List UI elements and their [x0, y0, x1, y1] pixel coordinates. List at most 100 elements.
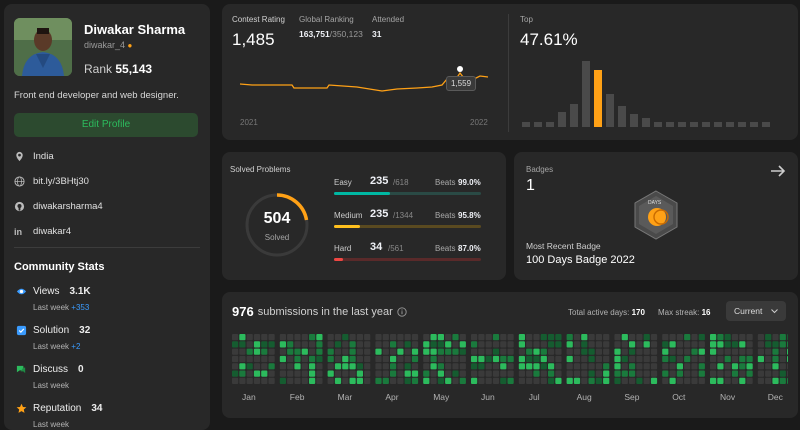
- heatmap-cell[interactable]: [261, 363, 268, 370]
- heatmap-cell[interactable]: [423, 370, 430, 377]
- heatmap-cell[interactable]: [279, 341, 286, 348]
- heatmap-cell[interactable]: [232, 363, 239, 370]
- heatmap-cell[interactable]: [614, 363, 621, 370]
- heatmap-cell[interactable]: [390, 363, 397, 370]
- heatmap-cell[interactable]: [478, 348, 485, 355]
- heatmap-cell[interactable]: [691, 370, 698, 377]
- heatmap-cell[interactable]: [603, 348, 610, 355]
- edit-profile-button[interactable]: Edit Profile: [14, 113, 198, 137]
- heatmap-cell[interactable]: [772, 355, 779, 363]
- heatmap-cell[interactable]: [533, 348, 540, 355]
- heatmap-cell[interactable]: [772, 377, 779, 384]
- heatmap-cell[interactable]: [779, 363, 786, 370]
- heatmap-cell[interactable]: [739, 377, 746, 384]
- heatmap-cell[interactable]: [566, 370, 573, 377]
- heatmap-cell[interactable]: [364, 348, 371, 355]
- heatmap-cell[interactable]: [423, 341, 430, 348]
- heatmap-cell[interactable]: [287, 370, 294, 377]
- heatmap-cell[interactable]: [500, 348, 507, 355]
- heatmap-cell[interactable]: [548, 341, 555, 348]
- heatmap-cell[interactable]: [595, 363, 602, 370]
- heatmap-cell[interactable]: [364, 341, 371, 348]
- heatmap-cell[interactable]: [518, 341, 525, 348]
- heatmap-cell[interactable]: [382, 334, 389, 341]
- heatmap-cell[interactable]: [268, 348, 275, 355]
- info-icon[interactable]: [397, 306, 407, 317]
- heatmap-cell[interactable]: [445, 377, 452, 384]
- heatmap-cell[interactable]: [397, 348, 404, 355]
- heatmap-cell[interactable]: [717, 355, 724, 363]
- heatmap-cell[interactable]: [492, 334, 500, 341]
- heatmap-cell[interactable]: [246, 363, 253, 370]
- heatmap-cell[interactable]: [669, 370, 676, 377]
- heatmap-cell[interactable]: [573, 334, 581, 341]
- heatmap-cell[interactable]: [540, 355, 547, 363]
- heatmap-cell[interactable]: [334, 341, 342, 348]
- heatmap-cell[interactable]: [294, 370, 301, 377]
- heatmap-cell[interactable]: [603, 334, 610, 341]
- heatmap-cell[interactable]: [356, 370, 363, 377]
- heatmap-cell[interactable]: [390, 334, 397, 341]
- arrow-right-icon[interactable]: [770, 164, 786, 178]
- heatmap-cell[interactable]: [662, 341, 669, 348]
- heatmap-cell[interactable]: [717, 348, 724, 355]
- heatmap-cell[interactable]: [232, 348, 239, 355]
- heatmap-cell[interactable]: [757, 348, 764, 355]
- heatmap-cell[interactable]: [279, 377, 286, 384]
- website-row[interactable]: bit.ly/3BHtj30: [14, 176, 89, 187]
- heatmap-cell[interactable]: [595, 377, 602, 384]
- heatmap-cell[interactable]: [445, 370, 452, 377]
- heatmap-cell[interactable]: [507, 377, 514, 384]
- heatmap-cell[interactable]: [459, 348, 466, 355]
- heatmap-cell[interactable]: [478, 363, 485, 370]
- heatmap-cell[interactable]: [452, 348, 459, 355]
- heatmap-cell[interactable]: [650, 341, 658, 348]
- heatmap-cell[interactable]: [573, 341, 581, 348]
- heatmap-cell[interactable]: [471, 355, 478, 363]
- heatmap-cell[interactable]: [588, 370, 595, 377]
- heatmap-cell[interactable]: [739, 341, 746, 348]
- heatmap-cell[interactable]: [364, 334, 371, 341]
- heatmap-cell[interactable]: [239, 363, 246, 370]
- heatmap-cell[interactable]: [588, 334, 595, 341]
- heatmap-cell[interactable]: [684, 370, 691, 377]
- heatmap-cell[interactable]: [327, 377, 334, 384]
- heatmap-cell[interactable]: [390, 377, 397, 384]
- heatmap-cell[interactable]: [342, 363, 349, 370]
- heatmap-cell[interactable]: [232, 377, 239, 384]
- heatmap-cell[interactable]: [636, 377, 643, 384]
- heatmap-cell[interactable]: [684, 377, 691, 384]
- heatmap-cell[interactable]: [603, 377, 610, 384]
- heatmap-cell[interactable]: [452, 355, 459, 363]
- heatmap-cell[interactable]: [268, 363, 275, 370]
- heatmap-cell[interactable]: [643, 363, 650, 370]
- heatmap-cell[interactable]: [397, 334, 404, 341]
- heatmap-cell[interactable]: [294, 355, 301, 363]
- heatmap-cell[interactable]: [724, 334, 731, 341]
- heatmap-cell[interactable]: [364, 377, 371, 384]
- heatmap-cell[interactable]: [459, 341, 466, 348]
- heatmap-cell[interactable]: [787, 363, 788, 370]
- heatmap-cell[interactable]: [739, 348, 746, 355]
- heatmap-cell[interactable]: [581, 363, 588, 370]
- heatmap-cell[interactable]: [614, 334, 621, 341]
- heatmap-cell[interactable]: [581, 341, 588, 348]
- heatmap-cell[interactable]: [452, 363, 459, 370]
- heatmap-cell[interactable]: [603, 363, 610, 370]
- heatmap-cell[interactable]: [595, 355, 602, 363]
- heatmap-cell[interactable]: [787, 377, 788, 384]
- heatmap-cell[interactable]: [492, 377, 500, 384]
- heatmap-cell[interactable]: [375, 377, 382, 384]
- rating-point[interactable]: [457, 66, 463, 72]
- heatmap-cell[interactable]: [676, 355, 683, 363]
- heatmap-cell[interactable]: [253, 334, 261, 341]
- heatmap-cell[interactable]: [349, 355, 356, 363]
- heatmap-cell[interactable]: [765, 334, 772, 341]
- heatmap-cell[interactable]: [669, 355, 676, 363]
- heatmap-cell[interactable]: [349, 348, 356, 355]
- heatmap-cell[interactable]: [437, 355, 444, 363]
- heatmap-cell[interactable]: [327, 363, 334, 370]
- heatmap-cell[interactable]: [492, 370, 500, 377]
- heatmap-cell[interactable]: [375, 334, 382, 341]
- heatmap-cell[interactable]: [710, 334, 717, 341]
